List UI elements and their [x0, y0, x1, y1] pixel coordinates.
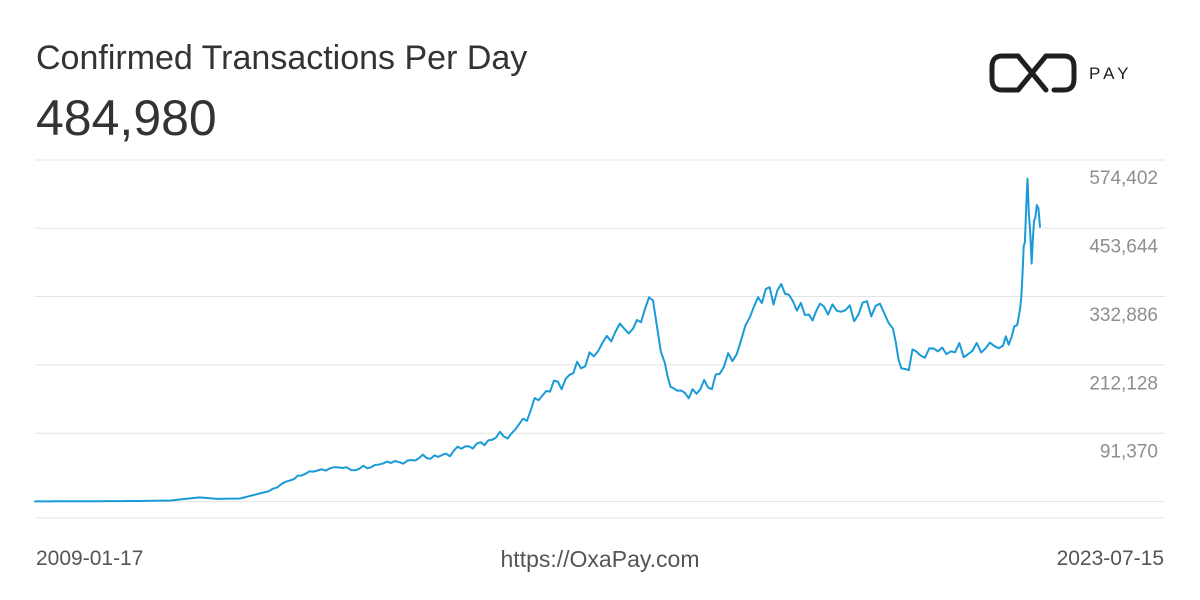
- transaction-line-series: [34, 177, 1041, 503]
- x-axis-end-label: 2023-07-15: [1056, 547, 1164, 570]
- y-tick-label-2: 212,128: [1089, 373, 1158, 394]
- chart-grid: [35, 159, 1165, 519]
- y-axis-ticks: 91,370 212,128 332,886 453,644 574,402: [1089, 168, 1158, 462]
- y-tick-label-3: 332,886: [1089, 305, 1158, 326]
- logo-text: PAY: [1089, 64, 1133, 83]
- y-tick-label-5: 574,402: [1089, 168, 1158, 189]
- oxapay-logo: PAY: [989, 53, 1133, 93]
- current-value: 484,980: [36, 90, 217, 146]
- chart-title: Confirmed Transactions Per Day: [36, 39, 528, 77]
- y-tick-label-4: 453,644: [1089, 237, 1158, 258]
- source-url[interactable]: https://OxaPay.com: [500, 546, 700, 572]
- y-tick-label-1: 91,370: [1100, 442, 1158, 463]
- x-axis-start-label: 2009-01-17: [36, 547, 144, 570]
- oxapay-logo-icon: [989, 53, 1077, 93]
